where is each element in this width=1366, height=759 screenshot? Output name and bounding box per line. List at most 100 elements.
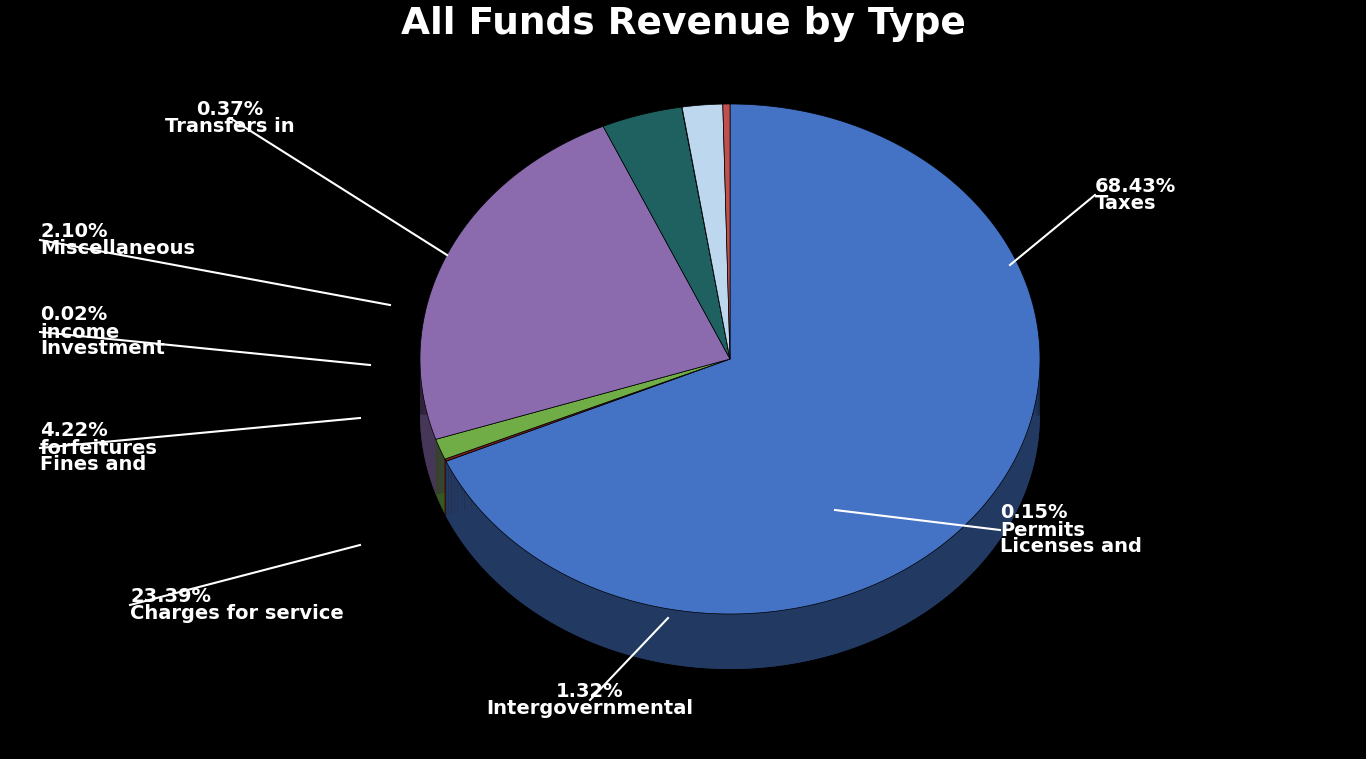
Polygon shape — [445, 359, 729, 514]
Polygon shape — [720, 614, 725, 669]
Polygon shape — [510, 538, 515, 597]
Text: Fines and: Fines and — [40, 455, 146, 474]
Polygon shape — [832, 598, 837, 655]
Polygon shape — [455, 476, 458, 536]
Polygon shape — [590, 587, 597, 644]
Polygon shape — [785, 609, 792, 665]
Polygon shape — [869, 584, 874, 642]
Polygon shape — [627, 600, 634, 657]
Polygon shape — [919, 558, 925, 616]
Polygon shape — [447, 359, 729, 516]
Polygon shape — [488, 518, 492, 577]
Polygon shape — [799, 606, 806, 663]
Text: 23.39%: 23.39% — [130, 587, 210, 606]
Polygon shape — [500, 531, 505, 590]
Polygon shape — [813, 603, 818, 660]
Polygon shape — [971, 515, 975, 574]
Polygon shape — [529, 553, 534, 612]
Polygon shape — [949, 535, 953, 594]
Text: 1.32%: 1.32% — [556, 682, 624, 701]
Polygon shape — [739, 614, 746, 669]
Polygon shape — [540, 560, 545, 619]
Polygon shape — [1014, 457, 1016, 518]
Polygon shape — [732, 614, 739, 669]
Text: Taxes: Taxes — [1096, 194, 1157, 213]
Polygon shape — [496, 526, 500, 585]
Polygon shape — [759, 613, 766, 668]
Polygon shape — [940, 543, 945, 602]
Text: 2.10%: 2.10% — [40, 222, 108, 241]
Polygon shape — [622, 598, 627, 655]
Polygon shape — [515, 542, 519, 601]
Polygon shape — [988, 496, 992, 556]
Polygon shape — [818, 602, 825, 658]
Polygon shape — [903, 568, 908, 625]
Polygon shape — [545, 564, 550, 622]
Polygon shape — [862, 587, 869, 644]
Text: Charges for service: Charges for service — [130, 604, 344, 623]
Polygon shape — [462, 486, 464, 546]
Polygon shape — [609, 594, 615, 650]
Polygon shape — [967, 518, 971, 578]
Polygon shape — [1005, 472, 1008, 532]
Polygon shape — [641, 603, 646, 660]
Polygon shape — [979, 505, 984, 565]
Polygon shape — [1008, 468, 1011, 528]
Polygon shape — [930, 550, 934, 609]
Polygon shape — [445, 359, 729, 514]
Polygon shape — [953, 531, 959, 591]
Polygon shape — [475, 505, 479, 564]
Text: All Funds Revenue by Type: All Funds Revenue by Type — [400, 6, 966, 42]
Polygon shape — [445, 359, 729, 461]
Polygon shape — [963, 523, 967, 582]
Polygon shape — [725, 614, 732, 669]
Polygon shape — [679, 610, 686, 666]
Polygon shape — [1019, 447, 1020, 507]
Polygon shape — [471, 500, 475, 559]
Polygon shape — [519, 546, 525, 605]
Polygon shape — [436, 359, 729, 459]
Polygon shape — [693, 613, 699, 668]
Polygon shape — [1027, 426, 1029, 487]
Text: 0.37%: 0.37% — [197, 100, 264, 119]
Polygon shape — [436, 414, 729, 514]
Polygon shape — [925, 554, 930, 613]
Polygon shape — [673, 609, 679, 666]
Polygon shape — [479, 509, 484, 568]
Polygon shape — [597, 589, 602, 647]
Polygon shape — [458, 481, 462, 541]
Polygon shape — [634, 601, 641, 658]
Polygon shape — [469, 496, 471, 555]
Polygon shape — [856, 590, 862, 647]
Polygon shape — [447, 359, 729, 516]
Polygon shape — [892, 574, 897, 631]
Polygon shape — [825, 600, 832, 657]
Polygon shape — [686, 612, 693, 667]
Polygon shape — [525, 550, 529, 608]
Polygon shape — [447, 414, 1040, 669]
Text: Licenses and: Licenses and — [1000, 537, 1142, 556]
Polygon shape — [561, 573, 567, 631]
Polygon shape — [699, 613, 706, 668]
Polygon shape — [505, 534, 510, 594]
Polygon shape — [567, 576, 572, 634]
Polygon shape — [908, 564, 914, 622]
Polygon shape — [880, 579, 887, 637]
Text: 4.22%: 4.22% — [40, 421, 108, 440]
Polygon shape — [1016, 452, 1019, 512]
Polygon shape — [445, 414, 729, 516]
Polygon shape — [706, 613, 713, 669]
Polygon shape — [604, 107, 729, 359]
Polygon shape — [452, 471, 455, 531]
Polygon shape — [653, 606, 660, 663]
Polygon shape — [723, 104, 729, 359]
Text: 0.15%: 0.15% — [1000, 503, 1067, 522]
Polygon shape — [1031, 415, 1033, 476]
Polygon shape — [984, 501, 988, 560]
Polygon shape — [959, 527, 963, 586]
Polygon shape — [999, 482, 1001, 542]
Text: income: income — [40, 323, 119, 342]
Polygon shape — [585, 584, 590, 642]
Text: Miscellaneous: Miscellaneous — [40, 239, 195, 258]
Polygon shape — [897, 571, 903, 628]
